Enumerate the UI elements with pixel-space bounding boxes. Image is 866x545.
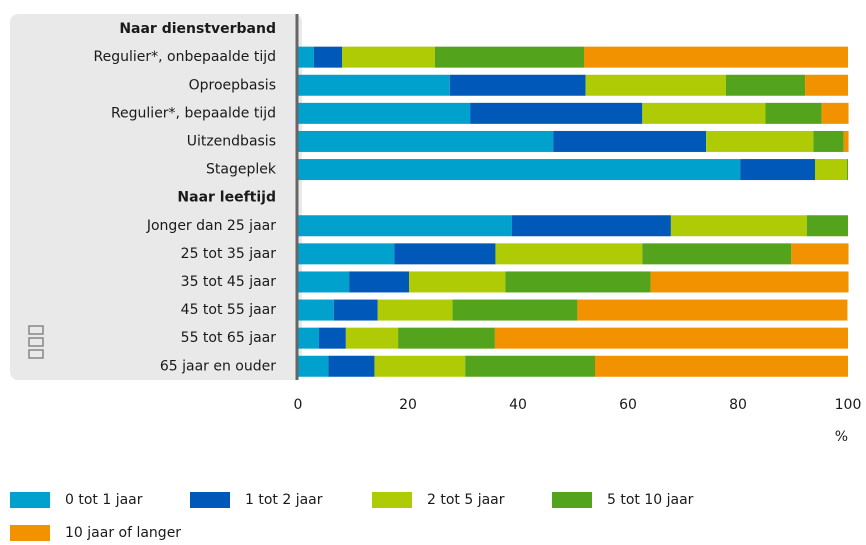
y-tick-label: 25 tot 35 jaar (181, 246, 277, 262)
bar-segment (452, 299, 578, 321)
bar-segment (706, 130, 814, 152)
bar-segment (298, 271, 350, 293)
legend-swatch (10, 492, 50, 508)
legend-label: 0 tot 1 jaar (65, 492, 143, 508)
bar-segment (298, 355, 329, 377)
bar-segment (342, 46, 435, 68)
legend-swatch (372, 492, 412, 508)
bar-segment (642, 243, 792, 265)
legend-label: 2 tot 5 jaar (427, 492, 505, 508)
bar-segment (843, 130, 849, 152)
bar-segment (398, 327, 495, 349)
bar-segment (298, 74, 450, 96)
x-tick-label: 20 (399, 397, 417, 413)
bar-segment (328, 355, 375, 377)
bar-segment (791, 243, 849, 265)
x-axis-unit: % (835, 429, 848, 445)
bar-segment (815, 159, 847, 181)
bar-segment (553, 130, 707, 152)
legend-swatch (10, 525, 50, 541)
bar-segment (374, 355, 466, 377)
x-tick-label: 100 (835, 397, 862, 413)
legend-label: 5 tot 10 jaar (607, 492, 694, 508)
bar-segment (765, 102, 822, 124)
bar-segment (585, 74, 726, 96)
bar-segment (298, 159, 741, 181)
bar-segment (298, 102, 471, 124)
y-tick-label: 65 jaar en ouder (160, 358, 276, 374)
y-tick-label: Uitzendbasis (187, 133, 276, 149)
bar-segment (495, 243, 643, 265)
y-tick-label: 55 tot 65 jaar (181, 330, 277, 346)
bar-segment (377, 299, 453, 321)
bar-segment (813, 130, 844, 152)
y-tick-label: Oproepbasis (189, 77, 276, 93)
bar-segment (434, 46, 584, 68)
bar-segment (494, 327, 848, 349)
bar-segment (642, 102, 766, 124)
x-tick-label: 40 (509, 397, 527, 413)
cbs-logo (28, 325, 44, 359)
x-tick-label: 60 (619, 397, 637, 413)
bar-segment (333, 299, 378, 321)
bar-segment (805, 74, 848, 96)
bar-segment (298, 327, 319, 349)
x-tick-label: 80 (729, 397, 747, 413)
y-tick-label: 45 tot 55 jaar (181, 302, 277, 318)
label-panel (10, 14, 302, 380)
bar-segment (577, 299, 848, 321)
bar-segment (298, 130, 554, 152)
y-tick-label: Jonger dan 25 jaar (146, 218, 276, 234)
y-tick-label: Regulier*, onbepaalde tijd (94, 49, 277, 65)
bar-segment (298, 243, 395, 265)
bar-segment (670, 215, 807, 237)
bar-segment (511, 215, 671, 237)
bar-segment (349, 271, 410, 293)
legend-swatch (190, 492, 230, 508)
bar-segment (298, 299, 334, 321)
bar-segment (846, 159, 848, 181)
bar-segment (470, 102, 643, 124)
bar-segment (505, 271, 651, 293)
bar-segment (740, 159, 815, 181)
group-header: Naar dienstverband (119, 21, 276, 37)
bar-segment (298, 215, 512, 237)
bar-segment (298, 46, 314, 68)
bar-segment (345, 327, 399, 349)
bar-segment (595, 355, 848, 377)
bar-segment (409, 271, 506, 293)
y-tick-label: Stageplek (206, 162, 277, 178)
bar-segment (313, 46, 342, 68)
bar-segment (449, 74, 586, 96)
bar-segment (318, 327, 346, 349)
bar-segment (821, 102, 849, 124)
bar-segment (394, 243, 496, 265)
bar-segment (650, 271, 849, 293)
legend-label: 10 jaar of langer (65, 525, 181, 541)
y-tick-label: Regulier*, bepaalde tijd (111, 105, 276, 121)
bar-segment (725, 74, 806, 96)
bar-segment (465, 355, 595, 377)
group-header: Naar leeftijd (177, 190, 276, 206)
legend-label: 1 tot 2 jaar (245, 492, 323, 508)
bar-segment (806, 215, 848, 237)
x-tick-label: 0 (294, 397, 303, 413)
legend-swatch (552, 492, 592, 508)
bar-segment (584, 46, 848, 68)
y-tick-label: 35 tot 45 jaar (181, 274, 277, 290)
